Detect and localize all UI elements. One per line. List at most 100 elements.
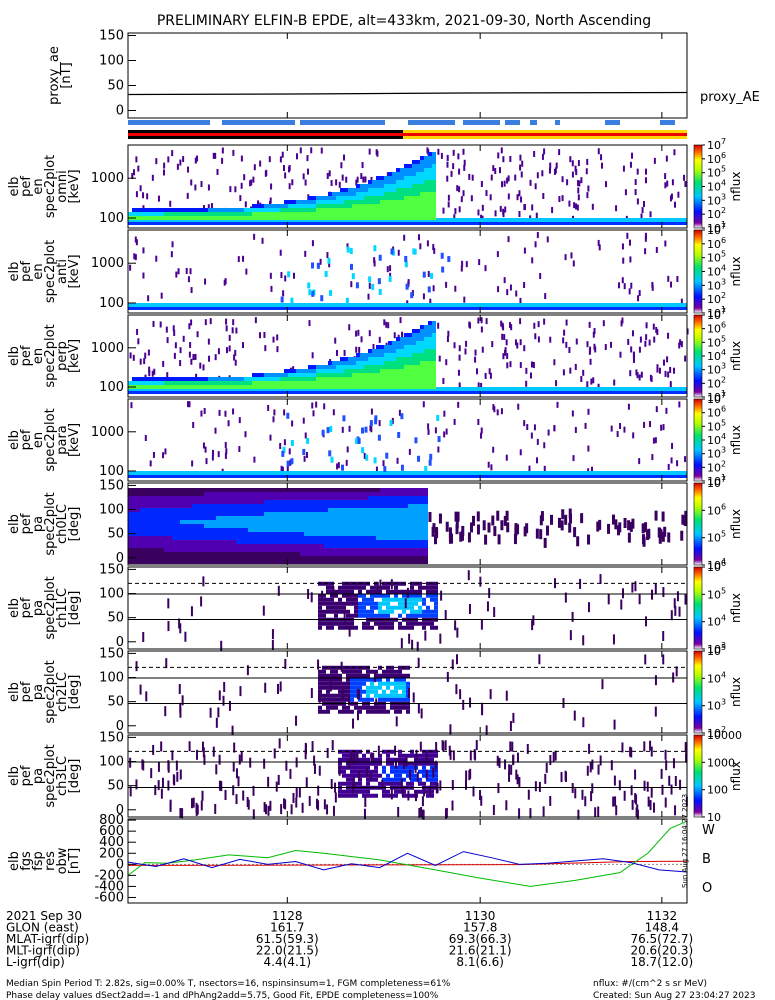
heatmap-cell xyxy=(536,438,539,445)
heatmap-cell xyxy=(252,512,256,516)
heatmap-cell xyxy=(208,556,212,560)
heatmap-cell xyxy=(430,597,434,602)
heatmap-cell xyxy=(292,504,296,508)
heatmap-cell xyxy=(509,721,512,732)
heatmap-cell xyxy=(400,385,404,389)
heatmap-cell xyxy=(366,709,370,714)
heatmap-cell xyxy=(461,525,465,536)
heatmap-cell xyxy=(390,761,394,766)
heatmap-cell xyxy=(402,689,406,694)
heatmap-cell xyxy=(372,512,376,516)
heatmap-cell xyxy=(437,436,441,443)
heatmap-cell xyxy=(358,681,362,686)
heatmap-cell xyxy=(296,216,300,220)
heatmap-cell xyxy=(388,216,392,220)
heatmap-cell xyxy=(308,289,312,296)
panel-frame xyxy=(127,229,688,314)
heatmap-cell xyxy=(172,512,176,516)
heatmap-cell xyxy=(332,586,335,597)
heatmap-cell xyxy=(356,196,360,200)
heatmap-cell xyxy=(212,524,216,528)
x-row-label: 2021 Sep 30 xyxy=(6,909,82,923)
heatmap-cell xyxy=(634,793,637,804)
heatmap-cell xyxy=(168,212,172,216)
heatmap-cell xyxy=(400,216,404,220)
heatmap-cell xyxy=(156,504,160,508)
heatmap-cell xyxy=(362,585,366,590)
heatmap-cell xyxy=(334,621,338,626)
heatmap-cell xyxy=(670,281,673,288)
x-row-label: MLAT-igrf(dip) xyxy=(6,932,89,946)
heatmap-cell xyxy=(416,192,420,196)
heatmap-cell xyxy=(216,524,220,528)
heatmap-cell xyxy=(451,659,454,670)
heatmap-cell xyxy=(420,156,424,160)
heatmap-cell xyxy=(300,373,304,377)
heatmap-cell xyxy=(352,540,356,544)
heatmap-cell xyxy=(221,147,224,154)
heatmap-cell xyxy=(184,544,188,548)
heatmap-cell xyxy=(316,492,320,496)
heatmap-cell xyxy=(651,454,654,461)
heatmap-cell xyxy=(140,496,144,500)
heatmap-cell xyxy=(179,623,182,634)
heatmap-cell xyxy=(160,528,164,532)
heatmap-cell xyxy=(232,544,236,548)
heatmap-cell xyxy=(408,488,412,492)
heatmap-cell xyxy=(136,540,140,544)
heatmap-cell xyxy=(653,336,656,343)
heatmap-cell xyxy=(324,544,328,548)
heatmap-cell xyxy=(388,349,392,353)
heatmap-cell xyxy=(228,700,231,711)
heatmap-cell xyxy=(420,365,424,369)
heatmap-cell xyxy=(432,152,436,156)
heatmap-cell xyxy=(404,337,408,341)
heatmap-cell xyxy=(382,625,386,630)
heatmap-cell xyxy=(582,635,585,646)
heatmap-cell xyxy=(260,552,264,556)
heatmap-cell xyxy=(338,609,342,614)
heatmap-cell xyxy=(308,508,312,512)
heatmap-cell xyxy=(543,148,546,155)
heatmap-cell xyxy=(276,524,280,528)
heatmap-cell xyxy=(204,377,208,381)
heatmap-cell xyxy=(503,515,507,526)
heatmap-cell xyxy=(356,192,360,196)
heatmap-cell xyxy=(520,171,523,178)
heatmap-cell xyxy=(420,806,423,817)
heatmap-cell xyxy=(388,180,392,184)
heatmap-cell xyxy=(253,164,256,171)
heatmap-cell xyxy=(330,673,334,678)
heatmap-cell xyxy=(220,216,224,220)
heatmap-cell xyxy=(344,373,348,377)
heatmap-cell xyxy=(434,589,438,594)
heatmap-cell xyxy=(362,757,366,762)
heatmap-cell xyxy=(128,512,132,516)
heatmap-cell xyxy=(408,357,412,361)
heatmap-cell xyxy=(232,488,236,492)
heatmap-cell xyxy=(128,548,132,552)
heatmap-cell xyxy=(308,512,312,516)
heatmap-cell xyxy=(360,516,364,520)
heatmap-cell xyxy=(280,381,284,385)
heatmap-cell xyxy=(260,496,264,500)
heatmap-cell xyxy=(256,488,260,492)
heatmap-cell xyxy=(422,765,426,770)
heatmap-cell xyxy=(167,780,170,791)
heatmap-cell xyxy=(437,148,440,155)
heatmap-cell xyxy=(671,442,674,449)
heatmap-cell xyxy=(655,246,658,253)
heatmap-cell xyxy=(433,534,437,545)
heatmap-cell xyxy=(368,492,372,496)
heatmap-cell xyxy=(140,548,144,552)
heatmap-cell xyxy=(188,208,192,212)
heatmap-cell xyxy=(332,212,336,216)
heatmap-cell xyxy=(168,488,172,492)
heatmap-cell xyxy=(188,516,192,520)
heatmap-cell xyxy=(380,385,384,389)
heatmap-cell xyxy=(232,500,236,504)
heatmap-cell xyxy=(164,500,168,504)
heatmap-cell xyxy=(212,385,216,389)
heatmap-cell xyxy=(330,685,334,690)
heatmap-cell xyxy=(128,524,132,528)
